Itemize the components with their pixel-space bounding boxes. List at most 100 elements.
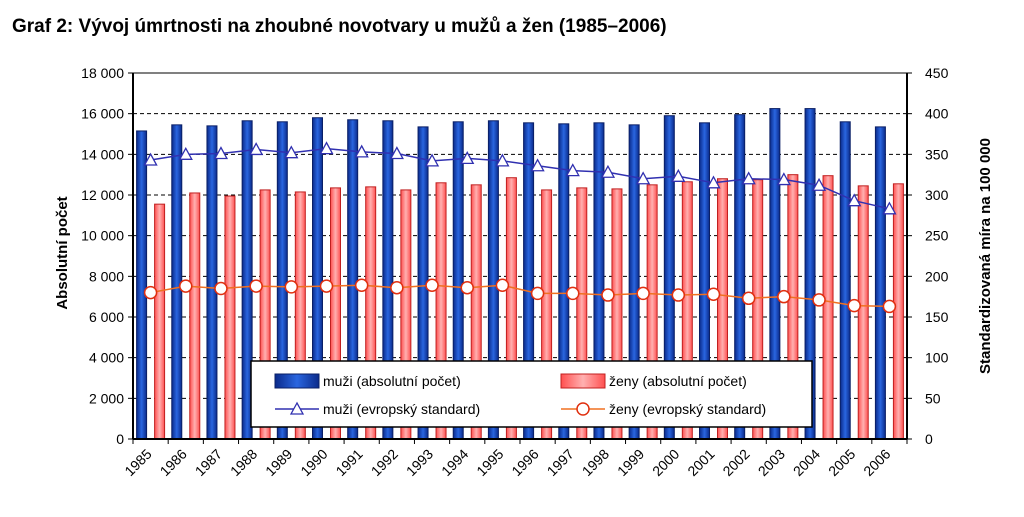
legend-label: muži (evropský standard) [323,401,480,417]
point-marker [143,152,158,166]
x-tick-label: 1987 [192,446,225,479]
y2-tick-label: 300 [925,187,949,203]
x-tick-label: 1990 [297,446,330,479]
point-marker [284,280,299,294]
point-marker [847,193,862,207]
point-marker [495,153,510,167]
point-marker [847,298,861,313]
y2-tick-label: 100 [925,350,949,366]
point-marker [566,286,580,301]
bar [822,175,834,440]
axes: 0 2 000 4 000 6 000 8 000 10 000 12 000 14 000 1… [54,65,994,479]
legend-marker [289,401,305,415]
legend-label: ženy (evropský standard) [609,401,766,417]
x-tick-label: 2005 [825,446,858,479]
point-marker [460,151,475,165]
bar [839,121,851,440]
y-tick-label: 12 000 [81,187,124,203]
bar [189,192,201,440]
point-marker [811,177,827,191]
point-marker [389,146,404,160]
series-lines [143,141,897,314]
point-marker [636,286,650,301]
x-tick-label: 1995 [473,446,506,479]
point-marker [284,145,299,159]
x-tick-label: 1996 [508,446,541,479]
y2-tick-label: 200 [925,268,949,284]
point-marker [776,172,791,186]
chart-title: Graf 2: Vývoj úmrtnosti na zhoubné novot… [12,16,667,37]
x-tick-label: 2003 [755,446,788,479]
point-marker [425,278,439,293]
point-marker [530,286,545,301]
y2-tick-label: 400 [925,106,949,122]
bars [136,108,904,440]
x-tick-label: 1991 [332,446,365,479]
bar [154,203,166,440]
x-tick-label: 1999 [614,446,647,479]
x-tick-label: 1989 [262,446,295,479]
point-marker [882,299,897,314]
point-marker [777,289,791,304]
y-tick-label: 8 000 [89,268,124,284]
bar [892,183,904,440]
x-tick-label: 2004 [790,446,823,479]
bar [857,185,869,440]
x-tick-label: 2000 [649,446,682,479]
y2-axis-title: Standardizovaná míra na 100 000 [977,138,994,374]
point-marker [671,288,686,302]
point-marker [249,142,264,156]
series-line [150,147,890,210]
x-tick-label: 1992 [368,446,401,479]
point-marker [565,163,580,177]
x-tick-label: 2001 [684,446,717,479]
y2-tick-label: 450 [925,65,949,81]
point-marker [178,146,193,160]
point-marker [495,278,510,293]
legend-box [250,360,813,428]
bar [136,130,148,440]
legend: muži (absolutní počet) ženy (absolutní po… [250,360,813,428]
point-marker [636,171,651,185]
point-marker [600,164,616,178]
y-axis-title: Absolutní počet [54,196,71,309]
x-tick-label: 1997 [544,446,577,479]
point-marker [214,281,228,296]
x-tick-label: 1985 [121,446,154,479]
y-tick-label: 18 000 [81,65,124,81]
x-tick-label: 1993 [403,446,436,479]
y2-tick-label: 350 [925,146,949,162]
x-tick-label: 1994 [438,446,471,479]
x-tick-label: 1998 [579,446,612,479]
legend-swatch [560,373,606,389]
y-tick-label: 14 000 [81,146,124,162]
point-marker [741,171,756,185]
point-marker [882,201,897,215]
legend-marker [576,402,590,416]
y2-tick-label: 150 [925,309,949,325]
point-marker [319,141,334,155]
x-tick-label: 2002 [719,446,752,479]
point-marker [671,168,686,182]
y-tick-label: 0 [116,431,124,447]
y-tick-label: 10 000 [81,228,124,244]
point-marker [460,280,474,295]
point-marker [530,158,545,172]
bar [874,126,886,440]
point-marker [741,291,756,306]
point-marker [601,288,615,302]
y2-tick-label: 0 [925,431,933,447]
point-marker [143,285,158,300]
legend-label: muži (absolutní počet) [323,373,461,389]
x-tick-label: 2006 [860,446,893,479]
legend-swatch [274,373,320,389]
point-marker [179,279,193,293]
point-marker [706,175,721,189]
y-tick-label: 2 000 [89,390,124,406]
point-marker [354,144,369,158]
point-marker [319,279,334,293]
point-marker [390,280,404,295]
y-tick-label: 6 000 [89,309,124,325]
y-tick-label: 4 000 [89,350,124,366]
